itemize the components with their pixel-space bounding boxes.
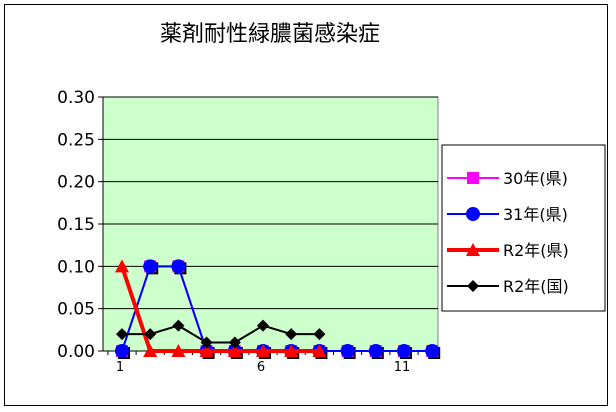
series-4 bbox=[116, 319, 326, 349]
data-point bbox=[313, 328, 326, 341]
series-line bbox=[122, 324, 320, 344]
data-point bbox=[257, 319, 269, 332]
y-tick-label: 0.25 bbox=[57, 130, 95, 150]
data-point bbox=[116, 328, 128, 341]
legend-label: R2年(国) bbox=[503, 277, 569, 296]
data-point bbox=[340, 344, 355, 358]
chart-frame: 薬剤耐性緑膿菌感染症 0.00 0.05 0.10 0.15 0.20 0.25 0.30 … bbox=[4, 4, 608, 406]
data-point bbox=[312, 344, 327, 357]
data-point bbox=[171, 344, 186, 357]
data-point bbox=[425, 344, 440, 358]
y-tick-label: 0.10 bbox=[57, 257, 95, 277]
data-point bbox=[171, 259, 186, 274]
legend: 30年(県) 31年(県) R2年(県) R2年(国) bbox=[441, 144, 606, 312]
y-tick-label: 0.20 bbox=[57, 173, 95, 193]
legend-label: 30年(県) bbox=[503, 169, 568, 188]
data-point bbox=[256, 344, 270, 357]
data-point bbox=[199, 344, 214, 357]
y-tick-label: 0.30 bbox=[57, 88, 95, 108]
data-point bbox=[115, 344, 129, 358]
data-point bbox=[227, 344, 242, 357]
chart-title: 薬剤耐性緑膿菌感染症 bbox=[160, 22, 380, 47]
legend-marker bbox=[466, 207, 480, 221]
line-chart: 薬剤耐性緑膿菌感染症 0.000.050.100.150.200.250.30 … bbox=[57, 22, 606, 375]
x-tick-label: 1 bbox=[116, 360, 124, 375]
data-point bbox=[143, 259, 158, 274]
data-point bbox=[397, 344, 411, 358]
x-tick-label: 11 bbox=[394, 360, 411, 375]
series-group bbox=[115, 259, 441, 359]
legend-marker bbox=[467, 280, 479, 292]
data-point bbox=[115, 259, 129, 273]
data-point bbox=[284, 344, 299, 357]
legend-label: 31年(県) bbox=[503, 205, 568, 224]
legend-label: R2年(県) bbox=[503, 241, 569, 260]
y-axis: 0.00 0.05 0.10 0.15 0.20 0.25 0.30 bbox=[57, 88, 103, 362]
series-3 bbox=[115, 259, 327, 357]
y-tick-label: 0.00 bbox=[57, 342, 95, 362]
data-point bbox=[200, 336, 213, 349]
data-point bbox=[172, 319, 185, 332]
legend-marker bbox=[466, 243, 480, 256]
data-point bbox=[285, 328, 298, 341]
series-line bbox=[120, 265, 320, 353]
data-point bbox=[368, 344, 383, 358]
y-tick-label: 0.15 bbox=[57, 215, 95, 235]
data-point bbox=[143, 344, 158, 357]
legend-marker bbox=[467, 172, 479, 184]
y-tick-label: 0.05 bbox=[57, 300, 95, 320]
x-tick-label: 6 bbox=[257, 360, 265, 375]
data-point bbox=[144, 328, 157, 341]
data-point bbox=[228, 336, 241, 349]
